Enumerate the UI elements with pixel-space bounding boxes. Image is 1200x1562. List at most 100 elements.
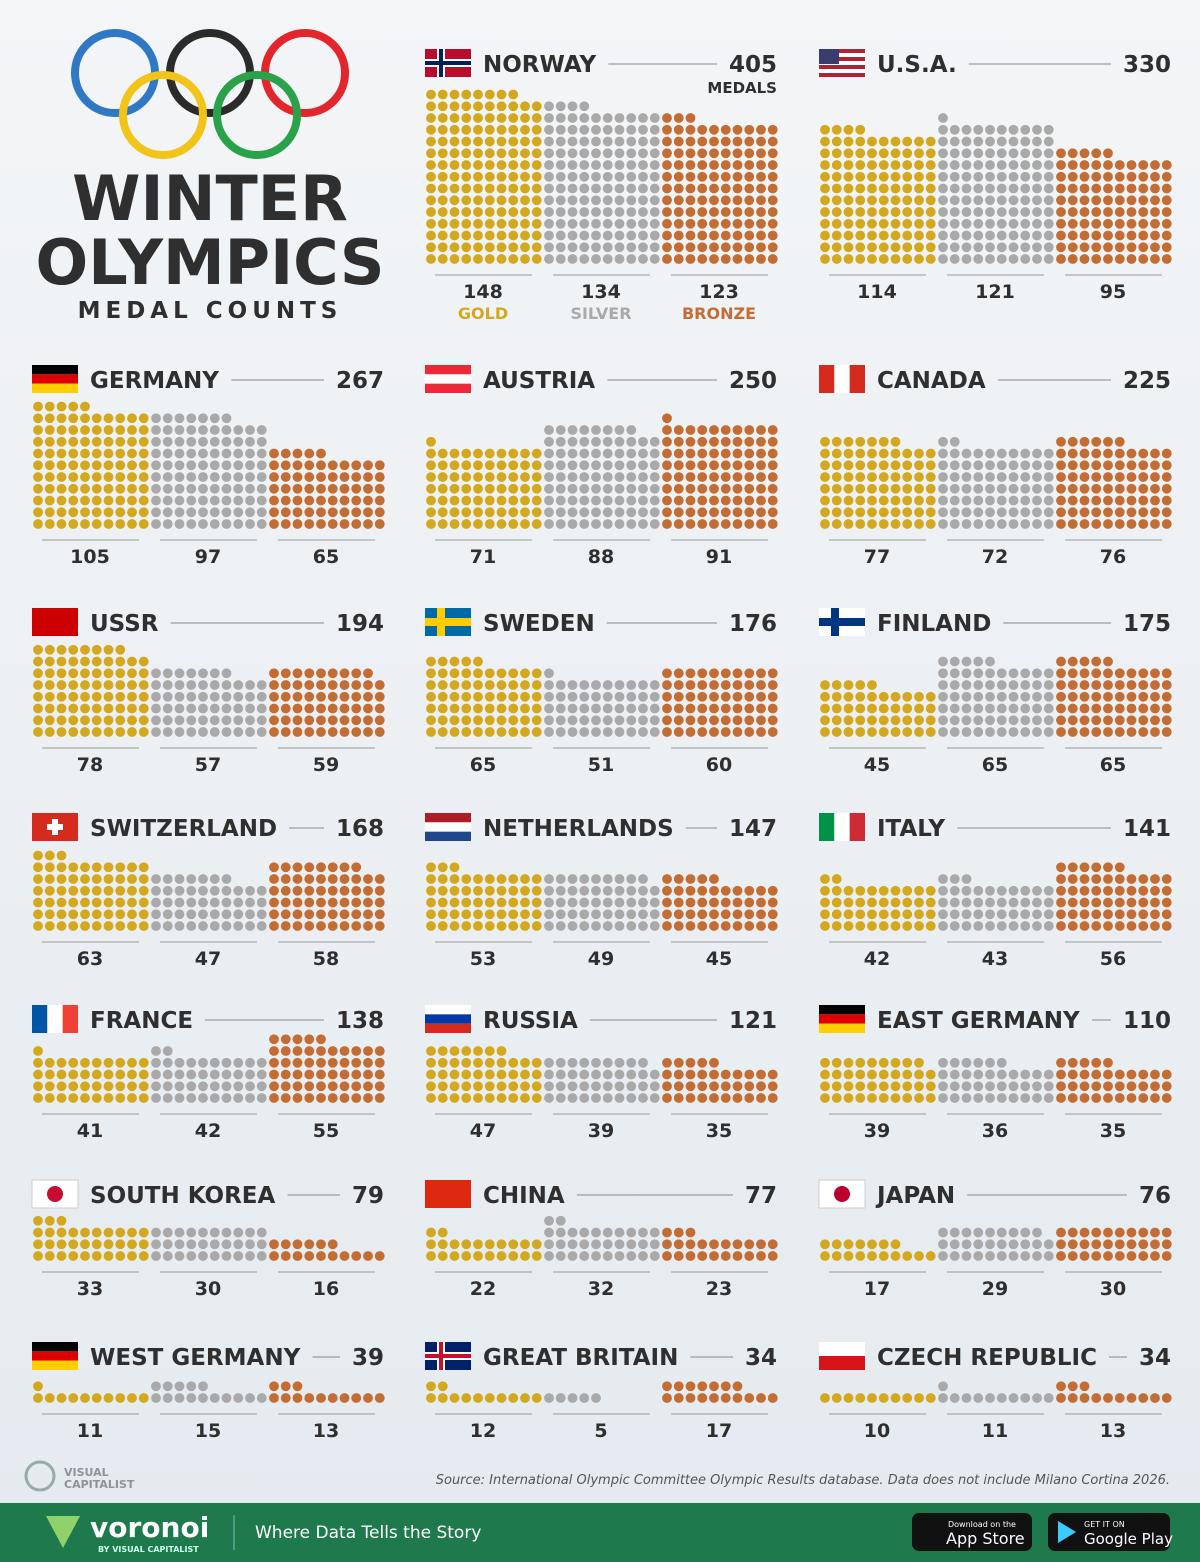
dot	[186, 715, 197, 726]
dot	[449, 483, 460, 494]
dot	[508, 1093, 519, 1103]
dot	[221, 909, 232, 920]
dot	[304, 483, 315, 494]
dot	[1032, 230, 1042, 241]
dot	[520, 691, 530, 702]
dot	[925, 460, 936, 471]
dot	[649, 909, 660, 920]
dot	[1056, 436, 1066, 447]
dot	[697, 1093, 708, 1103]
dot	[374, 909, 385, 920]
dot	[1032, 1251, 1042, 1261]
dot	[843, 230, 854, 241]
dot	[996, 909, 1007, 920]
dot	[56, 874, 67, 884]
dot	[1056, 715, 1066, 726]
dot	[662, 195, 672, 206]
dot	[245, 507, 255, 518]
dot	[138, 656, 149, 667]
dot	[949, 507, 960, 518]
dot	[33, 715, 43, 726]
dot	[44, 668, 55, 679]
dot	[304, 472, 315, 482]
dot	[843, 1239, 854, 1250]
dot	[662, 254, 672, 264]
dot	[1091, 448, 1102, 459]
dot	[697, 691, 708, 702]
dot	[449, 1393, 460, 1403]
dot	[567, 483, 578, 494]
dot	[878, 507, 889, 518]
dot	[567, 1057, 578, 1068]
dot	[449, 1081, 460, 1092]
dot	[732, 1251, 743, 1261]
dot	[591, 230, 601, 241]
dot	[1067, 1239, 1078, 1250]
dot	[867, 495, 877, 506]
dot	[843, 460, 854, 471]
dot	[426, 436, 436, 447]
dot	[437, 885, 448, 896]
dot	[1150, 1081, 1160, 1092]
dot	[351, 495, 362, 506]
dot	[245, 1227, 255, 1238]
dot	[709, 1239, 719, 1250]
dot	[280, 519, 291, 529]
dot	[363, 483, 373, 494]
dot	[531, 101, 542, 112]
dot	[151, 507, 161, 518]
dot	[820, 715, 830, 726]
dot	[614, 160, 625, 170]
dot	[1067, 207, 1078, 217]
dot	[91, 691, 102, 702]
dot	[709, 136, 719, 147]
dot	[127, 727, 137, 737]
country-name: SOUTH KOREA	[90, 1183, 276, 1209]
dot	[520, 495, 530, 506]
dot	[531, 519, 542, 529]
dot	[473, 171, 483, 182]
dot	[1079, 183, 1090, 194]
dot	[756, 230, 766, 241]
dot	[890, 218, 901, 229]
dot	[961, 218, 972, 229]
dot	[697, 436, 708, 447]
dot	[855, 1239, 866, 1250]
dot	[162, 691, 173, 702]
dot	[1020, 507, 1031, 518]
dot	[820, 460, 830, 471]
dot	[1161, 207, 1172, 217]
dot	[938, 113, 948, 123]
dot	[473, 124, 483, 135]
dot	[508, 124, 519, 135]
value-label: 36	[982, 1120, 1008, 1142]
dot	[461, 1057, 472, 1068]
dot	[437, 460, 448, 471]
dot	[662, 1381, 672, 1392]
dot	[1091, 1239, 1102, 1250]
app-store-button[interactable]	[912, 1513, 1032, 1551]
dot	[1091, 680, 1102, 690]
dot	[138, 1227, 149, 1238]
dot	[363, 703, 373, 714]
dot	[732, 897, 743, 908]
dot	[127, 897, 137, 908]
dot	[996, 1239, 1007, 1250]
dot	[437, 160, 448, 170]
dot	[843, 921, 854, 931]
country-name: CZECH REPUBLIC	[877, 1345, 1097, 1371]
dot	[843, 507, 854, 518]
dot	[138, 703, 149, 714]
dot	[292, 1069, 303, 1080]
dot	[363, 1046, 373, 1056]
dot	[1161, 921, 1172, 931]
dot	[1114, 909, 1125, 920]
google-play-button[interactable]	[1048, 1513, 1170, 1551]
dot	[363, 921, 373, 931]
dot	[1103, 874, 1113, 884]
dot	[855, 483, 866, 494]
dot	[1150, 691, 1160, 702]
dot	[1067, 230, 1078, 241]
dot	[902, 691, 913, 702]
dot	[925, 727, 936, 737]
